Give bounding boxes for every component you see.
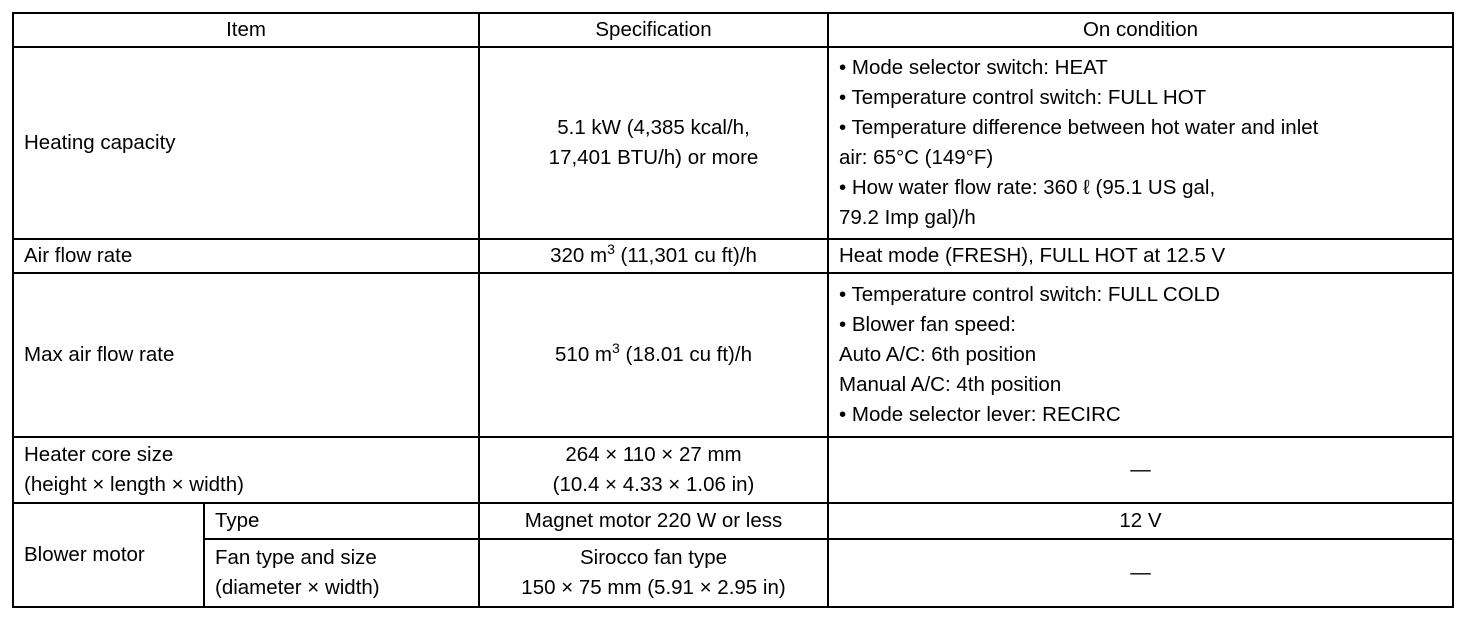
spec-cell: Sirocco fan type 150 × 75 mm (5.91 × 2.9…: [478, 538, 829, 608]
spec-line: 264 × 110 × 27 mm: [565, 443, 742, 466]
spec-cell: 264 × 110 × 27 mm (10.4 × 4.33 × 1.06 in…: [478, 436, 829, 504]
subitem-cell: Type: [203, 502, 480, 540]
condition-line: • Temperature control switch: FULL HOT: [839, 86, 1207, 109]
spec-line: (10.4 × 4.33 × 1.06 in): [552, 473, 755, 496]
condition-line: • Mode selector lever: RECIRC: [839, 403, 1121, 426]
spec-cell: 510 m3 (18.01 cu ft)/h: [478, 272, 829, 438]
condition-cell: • Temperature control switch: FULL COLD …: [827, 272, 1454, 438]
table-row: Fan type and size (diameter × width) Sir…: [13, 538, 1454, 608]
item-cell: Heating capacity: [12, 46, 480, 240]
condition-line: • Blower fan speed:: [839, 313, 1016, 336]
subitem-cell: Fan type and size (diameter × width): [203, 538, 480, 608]
item-cell: Blower motor: [12, 502, 205, 608]
condition-line: • Temperature difference between hot wat…: [839, 116, 1319, 139]
header-condition: On condition: [827, 12, 1454, 48]
condition-cell: Heat mode (FRESH), FULL HOT at 12.5 V: [827, 238, 1454, 274]
spec-cell: 320 m3 (11,301 cu ft)/h: [478, 238, 829, 274]
condition-cell: • Mode selector switch: HEAT • Temperatu…: [827, 46, 1454, 240]
condition-line: Manual A/C: 4th position: [839, 373, 1062, 396]
item-cell: Heater core size (height × length × widt…: [12, 436, 480, 504]
item-line: Fan type and size: [215, 546, 377, 569]
spec-cell: Magnet motor 220 W or less: [478, 502, 829, 540]
spec-line: 5.1 kW (4,385 kcal/h,: [557, 116, 750, 139]
item-cell: Air flow rate: [12, 238, 480, 274]
spec-text: (11,301 cu ft)/h: [614, 244, 757, 267]
spec-text: 510 m: [555, 343, 612, 366]
spec-cell: 5.1 kW (4,385 kcal/h, 17,401 BTU/h) or m…: [478, 46, 829, 240]
header-row: Item Specification On condition: [12, 12, 1454, 48]
item-cell: Max air flow rate: [12, 272, 480, 438]
spec-text: 320 m: [550, 244, 608, 267]
condition-cell: 12 V: [827, 502, 1454, 540]
condition-cell: —: [827, 436, 1454, 504]
superscript: 3: [612, 340, 620, 357]
table-row: Heater core size (height × length × widt…: [12, 436, 1454, 504]
spec-line: 150 × 75 mm (5.91 × 2.95 in): [521, 576, 786, 599]
superscript: 3: [607, 241, 615, 258]
condition-line: • Mode selector switch: HEAT: [839, 56, 1108, 79]
condition-line: 79.2 Imp gal)/h: [839, 206, 976, 229]
condition-cell: —: [827, 538, 1454, 608]
spec-line: 17,401 BTU/h) or more: [548, 146, 759, 169]
spec-line: Sirocco fan type: [580, 546, 727, 569]
condition-line: • Temperature control switch: FULL COLD: [839, 283, 1220, 306]
condition-line: air: 65°C (149°F): [839, 146, 994, 169]
condition-line: • How water flow rate: 360 ℓ (95.1 US ga…: [839, 176, 1216, 199]
item-line: (diameter × width): [215, 576, 380, 599]
specification-table: Item Specification On condition Heating …: [12, 12, 1454, 608]
item-line: Heater core size: [24, 443, 174, 466]
condition-line: Auto A/C: 6th position: [839, 343, 1037, 366]
spec-text: (18.01 cu ft)/h: [619, 343, 752, 366]
item-line: (height × length × width): [24, 473, 244, 496]
table-row: Blower motor Type Magnet motor 220 W or …: [12, 502, 1454, 608]
header-item: Item: [12, 12, 480, 48]
table-row: Air flow rate 320 m3 (11,301 cu ft)/h He…: [12, 238, 1454, 274]
header-specification: Specification: [478, 12, 829, 48]
table-row: Heating capacity 5.1 kW (4,385 kcal/h, 1…: [12, 46, 1454, 240]
table-row: Max air flow rate 510 m3 (18.01 cu ft)/h…: [12, 272, 1454, 438]
